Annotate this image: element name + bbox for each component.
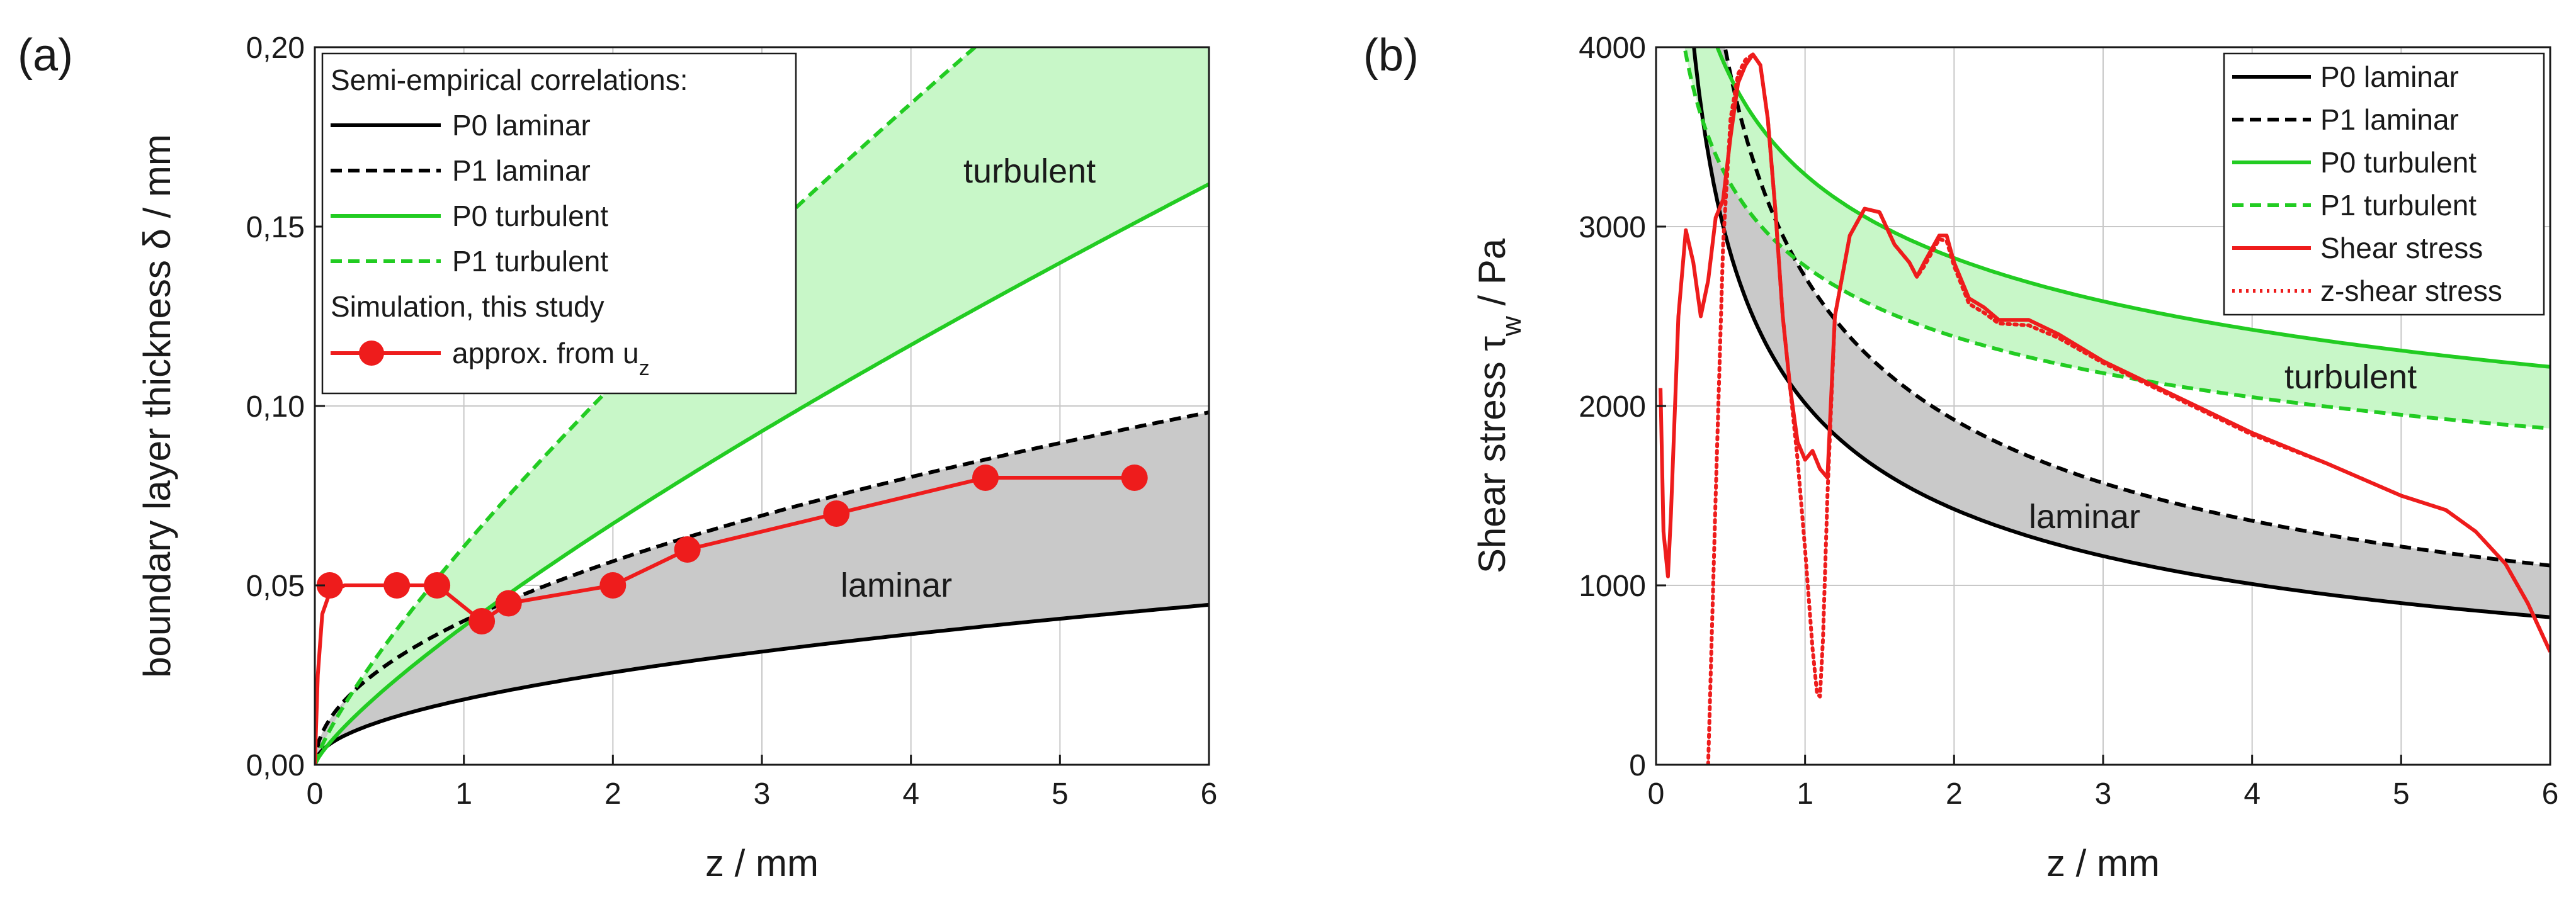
panel-a-ytick-label-2: 0,10 — [246, 390, 305, 424]
panel-a-legend-label-p0-laminar: P0 laminar — [452, 109, 591, 142]
panel-b-xtick-label-2: 2 — [1946, 777, 1963, 811]
panel-a-legend-header: Semi-empirical correlations: — [331, 64, 688, 96]
panel-a-legend-label-approx: approx. from uz — [452, 337, 650, 380]
panel-b-series-z-shear-stress — [1706, 52, 2550, 765]
panel-b-axes: 0 1 2 3 4 5 6 0 1000 2000 3000 4000 — [1579, 31, 2558, 811]
panel-a-marker-7 — [823, 500, 850, 527]
panel-a-legend-label-approx-text: approx. from u — [452, 337, 639, 369]
panel-a-legend-label-p0-turbulent: P0 turbulent — [452, 200, 608, 232]
panel-b-ylabel: Shear stress τw / Pa — [1471, 238, 1527, 573]
panel-a-band-1 — [315, 47, 1209, 765]
panel-a-legend-label-p1-turbulent: P1 turbulent — [452, 245, 608, 278]
panel-a-xtick-label-1: 1 — [455, 777, 472, 811]
panel-b-legend-label-p1-turbulent: P1 turbulent — [2320, 189, 2477, 222]
panel-b-region-laminar: laminar — [2029, 498, 2140, 536]
panel-b-ylabel-text: Shear stress τ — [1471, 336, 1513, 573]
panel-b-legend-label-shear-stress: Shear stress — [2320, 232, 2483, 264]
panel-a-legend-label-approx-sub: z — [639, 356, 650, 380]
panel-b-ylabel-sub: w — [1496, 316, 1527, 337]
panel-a-legend-label-p1-laminar: P1 laminar — [452, 154, 591, 187]
panel-b-xtick-label-1: 1 — [1796, 777, 1813, 811]
panel-b-bands — [1684, 47, 2550, 617]
panel-a-xtick-label-4: 4 — [902, 777, 919, 811]
panel-b-series-p0-turbulent — [1715, 47, 2550, 369]
panel-a-axes: 0 1 2 3 4 5 6 0,00 0,05 0,10 0,15 0,20 — [246, 31, 1218, 811]
panel-b-xlabel: z / mm — [2046, 842, 2160, 884]
panel-b-band-0 — [1694, 47, 2550, 617]
panel-b-series — [1659, 47, 2550, 765]
panel-b-xtick-label-5: 5 — [2393, 777, 2410, 811]
panel-b-series-p0-laminar — [1692, 47, 2550, 619]
panel-a-marker-4 — [495, 590, 522, 617]
panel-a-region-turbulent: turbulent — [963, 152, 1096, 190]
panel-a-marker-2 — [424, 572, 451, 599]
panel-b-ytick-label-0: 0 — [1629, 749, 1646, 782]
panel-a-bands — [315, 47, 1209, 765]
panel-a: (a) turbulent laminar 0 1 2 3 4 5 6 0,00 0,05 0,1… — [18, 30, 1218, 884]
panel-a-legend-simulation-header: Simulation, this study — [331, 290, 604, 323]
panel-a-ytick-label-3: 0,15 — [246, 211, 305, 244]
panel-a-series-p0-laminar — [315, 602, 1209, 765]
panel-b-xtick-label-3: 3 — [2095, 777, 2112, 811]
panel-a-marker-5 — [599, 572, 627, 599]
panel-a-marker-6 — [674, 536, 701, 563]
panel-b-xtick-label-6: 6 — [2542, 777, 2559, 811]
panel-a-marker-8 — [972, 465, 999, 491]
panel-b-legend-label-p0-laminar: P0 laminar — [2320, 60, 2459, 93]
panel-a-band-0 — [315, 412, 1209, 765]
panel-b-legend: P0 laminar P1 laminar P0 turbulent P1 tu… — [2223, 52, 2545, 316]
panel-b-series-p1-turbulent — [1682, 47, 2550, 431]
panel-b-ytick-label-4: 4000 — [1579, 31, 1646, 65]
panel-a-ytick-label-1: 0,05 — [246, 570, 305, 603]
panel-b-ytick-label-1: 1000 — [1579, 570, 1646, 603]
panel-b-series-p1-laminar — [1723, 47, 2550, 568]
panel-b-label: (b) — [1363, 30, 1419, 81]
panel-a-series-p0-turbulent — [315, 182, 1209, 765]
panel-a-ytick-label-4: 0,20 — [246, 31, 305, 65]
panel-a-legend-marker-approx — [359, 341, 384, 366]
panel-a-xtick-label-2: 2 — [604, 777, 621, 811]
panel-a-xtick-label-3: 3 — [754, 777, 771, 811]
panel-a-ytick-label-0: 0,00 — [246, 749, 305, 782]
panel-a-label: (a) — [18, 30, 73, 81]
panel-b-legend-box — [2223, 52, 2545, 316]
panel-a-xtick-label-0: 0 — [307, 777, 324, 811]
panel-a-marker-3 — [468, 608, 496, 634]
panel-b-legend-label-p0-turbulent: P0 turbulent — [2320, 146, 2477, 179]
panel-a-xtick-label-6: 6 — [1201, 777, 1218, 811]
panel-a-legend-box — [321, 52, 797, 395]
panel-a-simulation — [315, 465, 1148, 765]
panel-b-legend-label-z-shear-stress: z-shear stress — [2320, 274, 2502, 307]
panel-b-xtick-label-0: 0 — [1648, 777, 1665, 811]
panel-b-legend-label-p1-laminar: P1 laminar — [2320, 103, 2459, 136]
panel-a-series-p1-laminar — [315, 410, 1209, 765]
panel-b-region-turbulent: turbulent — [2284, 358, 2417, 396]
panel-a-legend: Semi-empirical correlations: P0 laminar … — [321, 52, 797, 395]
panel-a-ylabel: boundary layer thickness δ / mm — [136, 134, 178, 678]
panel-a-region-laminar: laminar — [841, 566, 952, 604]
panel-a-xlabel: z / mm — [705, 842, 819, 884]
panel-b-ytick-label-3: 3000 — [1579, 211, 1646, 244]
panel-b-xtick-label-4: 4 — [2244, 777, 2261, 811]
panel-a-marker-1 — [383, 572, 411, 599]
panel-b-ytick-label-2: 2000 — [1579, 390, 1646, 424]
panel-a-xtick-label-5: 5 — [1052, 777, 1069, 811]
panel-a-marker-9 — [1121, 465, 1148, 491]
panel-b: (b) turbulent laminar 0 1 2 3 4 5 6 0 1000 2000 30… — [1363, 30, 2558, 884]
panel-b-band-1 — [1684, 47, 2550, 429]
panel-a-marker-0 — [316, 572, 343, 599]
panel-b-ylabel-unit: / Pa — [1471, 238, 1513, 316]
